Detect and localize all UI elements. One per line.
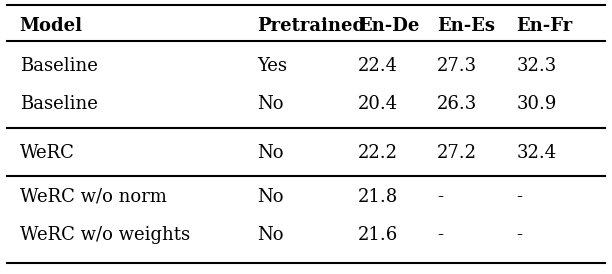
Text: En-De: En-De	[358, 17, 419, 35]
Text: -: -	[516, 188, 522, 206]
Text: Baseline: Baseline	[20, 58, 97, 75]
Text: 26.3: 26.3	[437, 95, 477, 113]
Text: Yes: Yes	[257, 58, 287, 75]
Text: 30.9: 30.9	[516, 95, 556, 113]
Text: 22.4: 22.4	[358, 58, 398, 75]
Text: 27.3: 27.3	[437, 58, 477, 75]
Text: No: No	[257, 226, 284, 244]
Text: En-Es: En-Es	[437, 17, 495, 35]
Text: 21.8: 21.8	[358, 188, 398, 206]
Text: No: No	[257, 188, 284, 206]
Text: 27.2: 27.2	[437, 144, 477, 162]
Text: 22.2: 22.2	[358, 144, 398, 162]
Text: -: -	[437, 188, 443, 206]
Text: WeRC w/o weights: WeRC w/o weights	[20, 226, 190, 244]
Text: WeRC: WeRC	[20, 144, 75, 162]
Text: -: -	[437, 226, 443, 244]
Text: Baseline: Baseline	[20, 95, 97, 113]
Text: No: No	[257, 95, 284, 113]
Text: Model: Model	[20, 17, 83, 35]
Text: Pretrained: Pretrained	[257, 17, 365, 35]
Text: No: No	[257, 144, 284, 162]
Text: WeRC w/o norm: WeRC w/o norm	[20, 188, 166, 206]
Text: 20.4: 20.4	[358, 95, 398, 113]
Text: 32.3: 32.3	[516, 58, 556, 75]
Text: En-Fr: En-Fr	[516, 17, 572, 35]
Text: -: -	[516, 226, 522, 244]
Text: 21.6: 21.6	[358, 226, 398, 244]
Text: 32.4: 32.4	[516, 144, 556, 162]
